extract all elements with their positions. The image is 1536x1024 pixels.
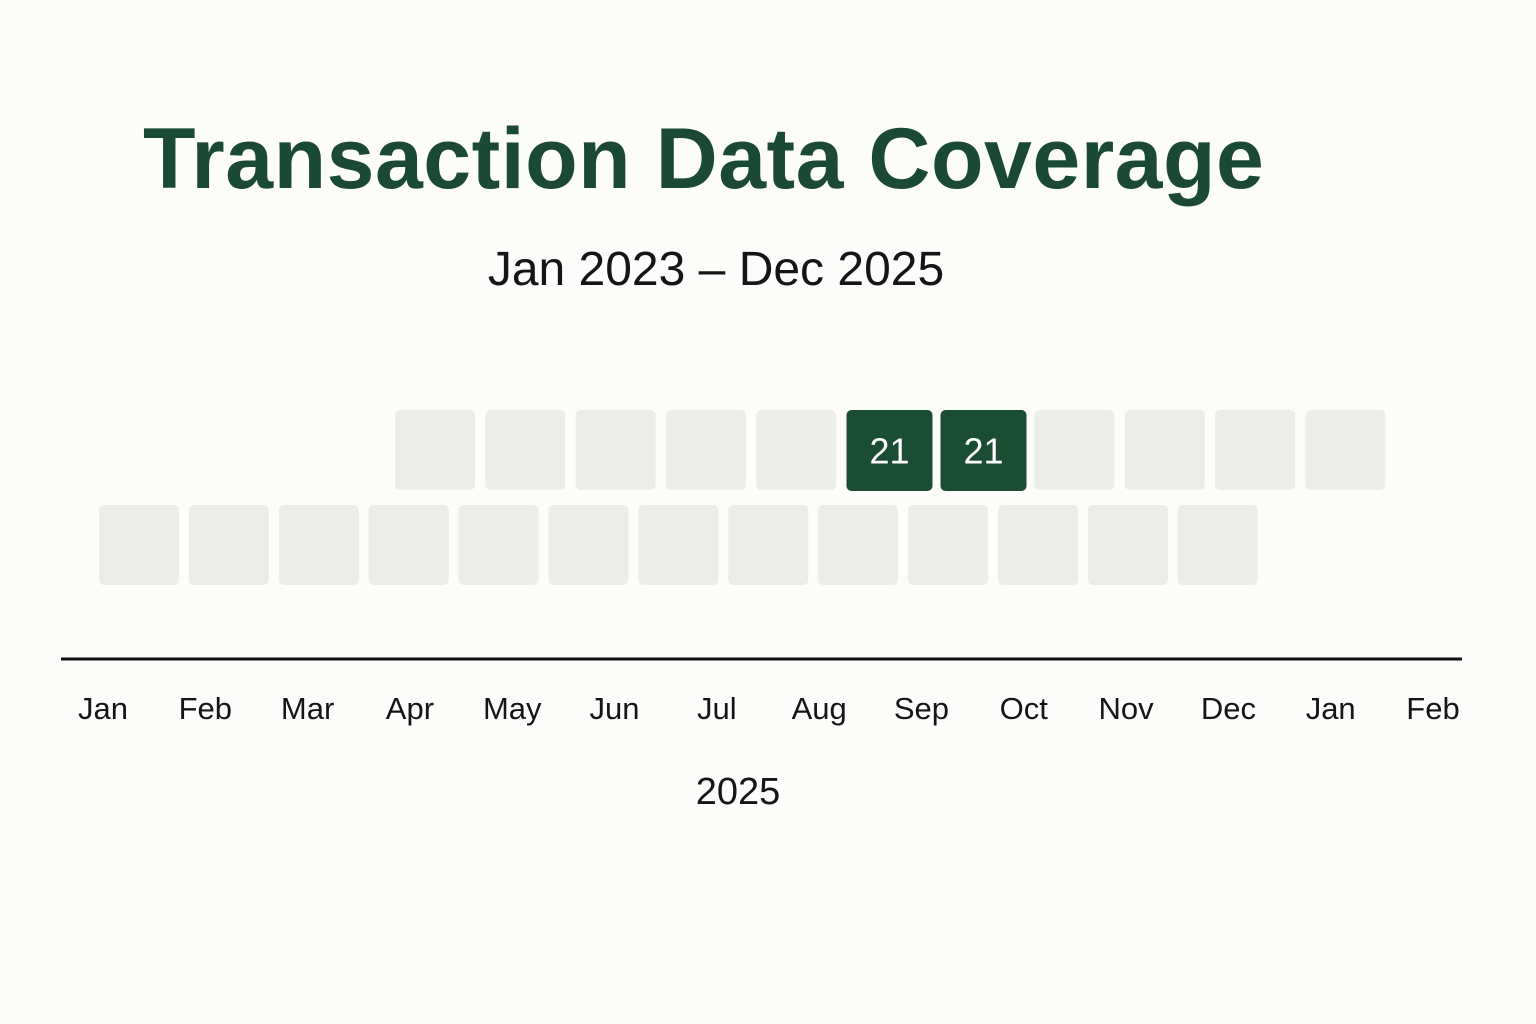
heatmap-cell-empty	[998, 505, 1078, 585]
heatmap-cell-empty	[665, 410, 746, 490]
x-tick-label: Jul	[697, 691, 737, 726]
heatmap-cell-value: 21	[869, 431, 909, 472]
heatmap-cell-empty	[818, 505, 899, 585]
heatmap-cell-empty	[575, 410, 656, 490]
heatmap-cell-empty	[368, 505, 449, 585]
x-tick-label: May	[483, 691, 542, 726]
x-tick-label: Jun	[590, 691, 640, 726]
heatmap-cell-empty	[1124, 410, 1205, 490]
x-tick-label: Feb	[179, 691, 232, 726]
heatmap-cell-empty	[756, 410, 837, 490]
chart-subtitle: Jan 2023 – Dec 2025	[487, 243, 945, 296]
heatmap-cell-empty	[638, 505, 719, 585]
heatmap-cell-empty	[458, 505, 539, 585]
x-tick-label: Sep	[894, 691, 949, 726]
x-tick-label: Jan	[78, 691, 128, 726]
x-axis-label: 2025	[696, 771, 781, 813]
x-tick-label: Feb	[1406, 691, 1459, 726]
x-tick-label: Apr	[386, 691, 434, 726]
heatmap-cell-empty	[1034, 410, 1115, 490]
chart-title: Transaction Data Coverage	[143, 111, 1265, 207]
heatmap-cell-empty	[99, 505, 179, 585]
x-tick-labels: Jan Feb Mar Apr May Jun Jul Aug Sep Oct Nov Dec Jan F…	[78, 691, 1460, 726]
heatmap-cell-empty	[188, 505, 269, 585]
heatmap-cell-empty	[1087, 505, 1168, 585]
x-tick-label: Jan	[1306, 691, 1356, 726]
heatmap-cell-empty	[728, 505, 809, 585]
heatmap-cell-empty	[548, 505, 629, 585]
heatmap-cell-active	[940, 410, 1027, 491]
heatmap-cell-empty	[1177, 505, 1258, 585]
heatmap-cell-empty	[395, 410, 475, 490]
heatmap-cell-active	[846, 410, 933, 491]
heatmap-cell-value: 21	[963, 431, 1003, 472]
x-tick-label: Nov	[1099, 691, 1155, 726]
heatmap-row	[99, 505, 1258, 585]
x-tick-label: Aug	[792, 691, 847, 726]
x-tick-label: Mar	[281, 691, 334, 726]
x-tick-label: Oct	[1000, 691, 1049, 726]
heatmap-cell-empty	[1215, 410, 1296, 490]
heatmap-cell-empty	[485, 410, 566, 490]
heatmap-cells: 21 21	[99, 410, 1386, 585]
heatmap-cell-empty	[1305, 410, 1386, 490]
heatmap-row: 21 21	[395, 410, 1386, 491]
heatmap-cell-empty	[908, 505, 989, 585]
x-tick-label: Dec	[1201, 691, 1256, 726]
heatmap-cell-empty	[278, 505, 359, 585]
